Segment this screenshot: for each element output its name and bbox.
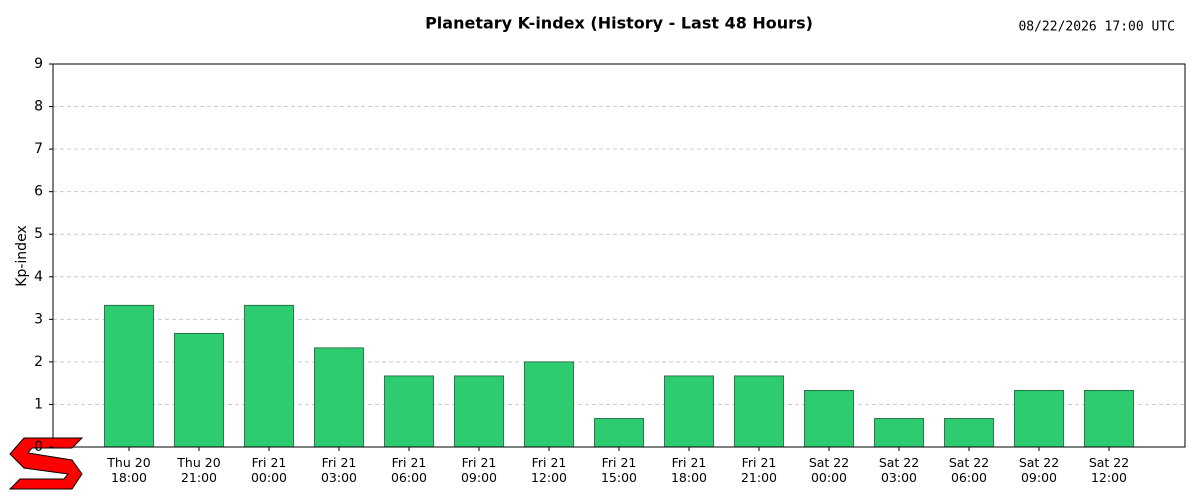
bars: [104, 304, 1134, 448]
bar: [1014, 390, 1064, 448]
x-tick-label: Fri 21 15:00: [600, 455, 638, 485]
x-tick-label: Fri 21 06:00: [390, 455, 427, 485]
bar: [524, 361, 574, 448]
bar: [1084, 390, 1134, 448]
y-tick-label: 1: [34, 396, 43, 412]
bar: [384, 375, 434, 448]
y-tick-label: 5: [34, 226, 43, 242]
x-tick-label: Thu 20 18:00: [107, 455, 151, 485]
y-tick-label: 0: [34, 439, 43, 455]
y-tick-label: 4: [34, 269, 43, 285]
bar: [454, 375, 504, 448]
x-tick-label: Fri 21 03:00: [320, 455, 357, 485]
x-tick-label: Thu 20 21:00: [177, 455, 221, 485]
x-tick-label: Fri 21 21:00: [740, 455, 778, 485]
y-tick-label: 8: [34, 99, 43, 115]
x-tick-label: Sat 22 00:00: [808, 455, 850, 485]
bar: [314, 347, 364, 448]
bar: [664, 375, 714, 448]
x-tick-label: Sat 22 09:00: [1018, 455, 1060, 485]
bar: [594, 418, 644, 448]
x-tick-label: Fri 21 00:00: [250, 455, 287, 485]
y-tick-label: 7: [34, 141, 43, 157]
y-axis-label: Kp-index: [14, 225, 30, 286]
bar: [244, 304, 294, 448]
bar: [734, 375, 784, 448]
x-tick-label: Fri 21 12:00: [530, 455, 567, 485]
bar: [104, 304, 154, 448]
bar: [804, 390, 854, 448]
logo: [8, 437, 84, 490]
x-tick-label: Fri 21 18:00: [670, 455, 708, 485]
bar: [174, 332, 224, 448]
bar: [944, 418, 994, 448]
chart-title: Planetary K-index (History - Last 48 Hou…: [425, 14, 813, 33]
y-tick-label: 2: [34, 354, 43, 370]
x-tick-label: Sat 22 12:00: [1088, 455, 1130, 485]
timestamp: 08/22/2026 17:00 UTC: [1018, 20, 1175, 35]
bar: [874, 418, 924, 448]
x-tick-label: Fri 21 09:00: [460, 455, 497, 485]
y-tick-label: 9: [34, 56, 43, 72]
y-tick-label: 6: [34, 184, 43, 200]
x-tick-label: Sat 22 06:00: [948, 455, 990, 485]
x-tick-label: Sat 22 03:00: [878, 455, 920, 485]
y-tick-label: 3: [34, 311, 43, 327]
